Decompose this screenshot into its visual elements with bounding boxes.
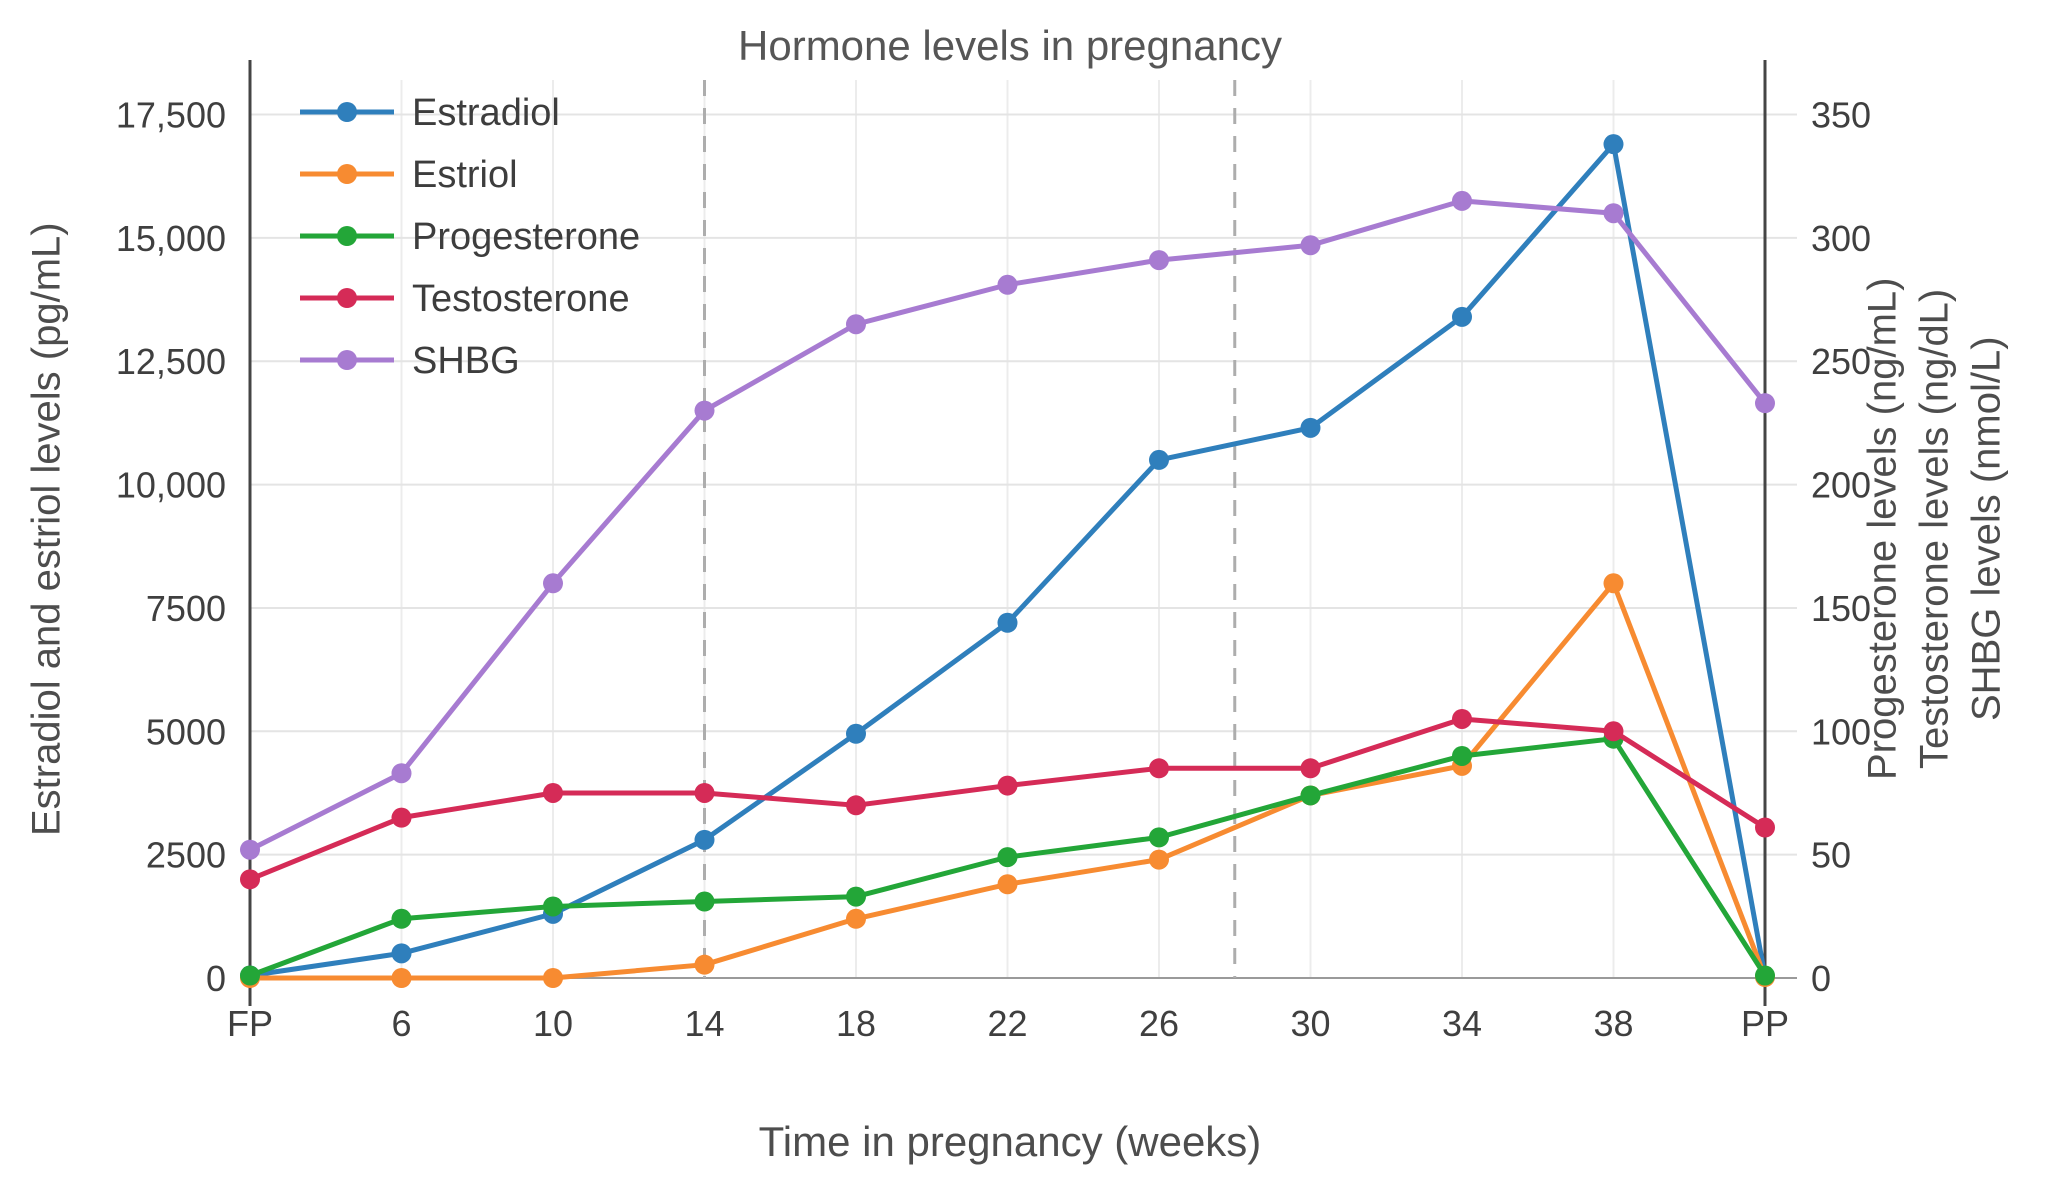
- x-tick-label: 26: [1139, 1003, 1179, 1044]
- x-axis-title: Time in pregnancy (weeks): [758, 1118, 1262, 1165]
- data-point-marker: [846, 723, 866, 744]
- data-point-marker: [1603, 573, 1624, 594]
- gridlines: [250, 80, 1797, 979]
- legend-item-estriol[interactable]: Estriol: [300, 154, 518, 196]
- data-point-marker: [543, 782, 563, 803]
- right-tick-label: 100: [1811, 711, 1871, 752]
- legend-label: Estriol: [412, 154, 518, 196]
- x-tick-label: 38: [1593, 1003, 1633, 1044]
- legend-marker: [337, 350, 357, 370]
- legend-marker: [337, 288, 357, 308]
- data-point-marker: [543, 573, 563, 594]
- data-point-marker: [240, 965, 260, 986]
- data-point-marker: [1149, 827, 1169, 848]
- data-point-marker: [694, 891, 715, 912]
- right-tick-label: 0: [1811, 958, 1831, 999]
- data-point-marker: [1149, 849, 1169, 870]
- right-tick-label: 250: [1811, 341, 1871, 382]
- data-point-marker: [1300, 758, 1321, 779]
- x-tick-label: 18: [836, 1003, 876, 1044]
- left-tick-label: 0: [206, 958, 226, 999]
- data-point-marker: [391, 908, 412, 929]
- data-point-marker: [391, 968, 412, 988]
- data-point-marker: [1452, 745, 1472, 766]
- left-tick-label: 12,500: [116, 341, 226, 382]
- data-point-marker: [1603, 134, 1624, 155]
- data-point-marker: [1300, 785, 1321, 806]
- data-point-marker: [997, 847, 1018, 868]
- data-point-marker: [1300, 417, 1321, 438]
- data-point-marker: [240, 839, 260, 860]
- left-tick-label: 2500: [146, 835, 226, 876]
- data-point-marker: [1149, 758, 1169, 779]
- right-tick-label: 350: [1811, 95, 1871, 136]
- data-point-marker: [997, 874, 1018, 895]
- x-tick-label: 34: [1442, 1003, 1482, 1044]
- legend-marker: [337, 164, 357, 184]
- legend-label: Estradiol: [412, 92, 560, 134]
- legend-item-estradiol[interactable]: Estradiol: [300, 92, 560, 134]
- legend-label: SHBG: [412, 340, 520, 382]
- data-point-marker: [1603, 721, 1624, 742]
- right-tick-label: 300: [1811, 218, 1871, 259]
- left-tick-label: 15,000: [116, 218, 226, 259]
- right-tick-label: 50: [1811, 835, 1851, 876]
- series-shbg: [240, 190, 1775, 860]
- left-tick-label: 10,000: [116, 465, 226, 506]
- legend-label: Testosterone: [412, 278, 630, 320]
- x-tick-label: 30: [1290, 1003, 1330, 1044]
- data-point-marker: [391, 807, 412, 828]
- left-tick-label: 17,500: [116, 95, 226, 136]
- x-tick-label: FP: [227, 1003, 273, 1044]
- left-tick-label: 5000: [146, 711, 226, 752]
- data-point-marker: [694, 782, 715, 803]
- data-point-marker: [1755, 965, 1775, 986]
- data-point-marker: [1755, 393, 1775, 414]
- data-point-marker: [694, 954, 715, 975]
- data-point-marker: [543, 968, 563, 988]
- data-point-marker: [694, 829, 715, 850]
- data-point-marker: [1603, 203, 1624, 224]
- x-tick-label: 14: [684, 1003, 724, 1044]
- legend-marker: [337, 102, 357, 122]
- data-point-marker: [846, 886, 866, 907]
- legend-item-shbg[interactable]: SHBG: [300, 340, 520, 382]
- series-testosterone: [240, 708, 1775, 890]
- legend-item-progesterone[interactable]: Progesterone: [300, 216, 640, 258]
- data-point-marker: [997, 274, 1018, 295]
- x-tick-label: 10: [533, 1003, 573, 1044]
- data-point-marker: [1755, 817, 1775, 838]
- axis-tick-labels: 0 2500 5000 7500 10,000 12,500 15,000 17,500 0 50…: [116, 95, 1871, 1044]
- legend-label: Progesterone: [412, 216, 640, 258]
- data-point-marker: [846, 795, 866, 816]
- data-point-marker: [1149, 250, 1169, 271]
- data-point-marker: [1452, 306, 1472, 327]
- x-tick-label: PP: [1741, 1003, 1789, 1044]
- right-tick-label: 200: [1811, 465, 1871, 506]
- data-point-marker: [240, 869, 260, 890]
- chart-title: Hormone levels in pregnancy: [738, 22, 1282, 69]
- data-point-marker: [391, 763, 412, 784]
- data-point-marker: [1452, 190, 1472, 211]
- right-tick-label: 150: [1811, 588, 1871, 629]
- data-point-marker: [694, 400, 715, 421]
- data-point-marker: [1149, 449, 1169, 470]
- data-point-marker: [846, 908, 866, 929]
- data-point-marker: [391, 943, 412, 964]
- data-point-marker: [997, 775, 1018, 796]
- data-point-marker: [543, 896, 563, 917]
- data-point-marker: [1452, 708, 1472, 729]
- x-tick-label: 6: [391, 1003, 411, 1044]
- legend: Estradiol Estriol Progesterone Testosterone…: [300, 92, 640, 382]
- x-tick-label: 22: [987, 1003, 1027, 1044]
- legend-item-testosterone[interactable]: Testosterone: [300, 278, 630, 320]
- data-point-marker: [1300, 235, 1321, 256]
- data-point-marker: [846, 314, 866, 335]
- legend-marker: [337, 226, 357, 246]
- left-tick-label: 7500: [146, 588, 226, 629]
- series-progesterone: [240, 728, 1775, 986]
- data-point-marker: [997, 612, 1018, 633]
